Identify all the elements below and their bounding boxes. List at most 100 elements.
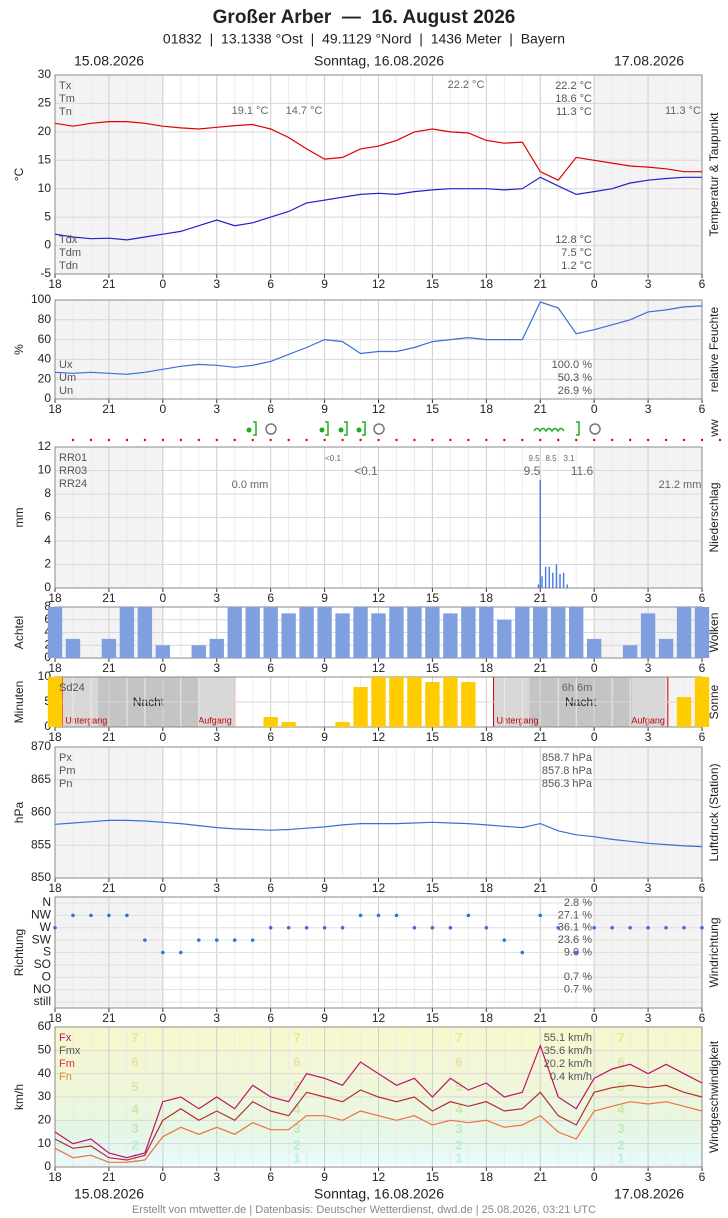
ww-dot	[143, 438, 147, 442]
x-tick-label: 18	[48, 881, 62, 895]
x-tick-label: 6	[267, 730, 274, 744]
page-title: Großer Arber — 16. August 2026	[213, 7, 516, 28]
bar	[461, 682, 476, 727]
series-line	[54, 1101, 703, 1163]
side-label: Luftdruck (Station)	[707, 763, 721, 861]
date-left: 15.08.2026	[74, 1186, 144, 1202]
x-tick-label: 21	[102, 881, 116, 895]
x-tick-label: 3	[645, 591, 652, 605]
ww-dot	[503, 438, 506, 442]
point	[358, 913, 363, 918]
x-tick-label: 0	[591, 402, 598, 416]
bar	[101, 638, 117, 658]
ww-dot	[359, 438, 362, 442]
x-tick-label: 0	[159, 277, 166, 291]
legend-value: 50.3 %	[558, 372, 592, 384]
x-tick-label: 0	[159, 1011, 166, 1025]
beaufort-label: 1	[293, 1150, 300, 1165]
x-tick-label: 21	[534, 1170, 548, 1184]
beaufort-label: 4	[293, 1101, 301, 1116]
bar	[317, 607, 332, 658]
bar	[389, 677, 404, 727]
bar	[640, 613, 656, 658]
share-label: 23.6 %	[558, 934, 592, 946]
point	[520, 950, 525, 955]
annotation: 9.5	[524, 464, 541, 478]
y-tick-label: 40	[38, 1066, 52, 1080]
y-axis-label: %	[12, 344, 26, 355]
x-tick-label: 18	[480, 591, 494, 605]
bar	[65, 638, 81, 658]
x-tick-label: 15	[426, 881, 440, 895]
ww-dot	[682, 438, 686, 442]
bar	[694, 677, 710, 727]
bar	[371, 677, 386, 727]
series-line	[54, 301, 703, 375]
point	[700, 925, 704, 930]
x-tick-label: 0	[159, 402, 166, 416]
ww-dot	[89, 438, 93, 442]
ww-dot	[646, 438, 650, 442]
annotation: <0.1	[354, 464, 378, 478]
x-tick-label: 3	[213, 661, 220, 675]
x-tick-label: 21	[102, 402, 116, 416]
bar	[353, 607, 368, 658]
annotation: 22.2 °C	[448, 79, 485, 91]
beaufort-label: 2	[617, 1137, 624, 1152]
y-axis-label: hPa	[12, 802, 26, 824]
x-tick-label: 0	[591, 277, 598, 291]
y-tick-label: 4	[44, 533, 51, 547]
legend-name: RR03	[59, 465, 87, 477]
ww-dot	[179, 438, 183, 442]
x-tick-label: 12	[372, 402, 386, 416]
ww-dot	[431, 438, 434, 442]
x-tick-label: 3	[213, 1170, 220, 1184]
x-tick-label: 21	[102, 730, 116, 744]
legend-name: RR24	[59, 478, 87, 490]
x-tick-label: 0	[591, 591, 598, 605]
bar	[479, 607, 494, 658]
ww-dot	[251, 438, 254, 442]
y-tick-label: 60	[38, 1019, 52, 1033]
x-tick-label: 15	[426, 277, 440, 291]
bar	[622, 645, 638, 658]
x-tick-label: 18	[48, 1011, 62, 1025]
bar	[562, 572, 565, 588]
y-tick-label: 80	[38, 312, 52, 326]
sunrise-label: Aufgang	[198, 715, 232, 725]
annotation: 19.1 °C	[232, 105, 269, 117]
beaufort-label: 4	[617, 1101, 625, 1116]
y-tick-label: 8	[44, 599, 51, 613]
bar	[335, 613, 350, 658]
bar	[694, 607, 710, 658]
x-tick-label: 21	[534, 661, 548, 675]
bar	[263, 607, 278, 658]
x-tick-label: 21	[534, 730, 548, 744]
bar	[335, 722, 350, 727]
point	[196, 938, 201, 942]
beaufort-label: 6	[131, 1055, 138, 1070]
point	[304, 925, 309, 930]
y-axis-label: mm	[12, 508, 26, 528]
bar	[263, 717, 278, 727]
y-tick-label: 12	[38, 439, 52, 453]
annotation: 21.2 mm	[659, 479, 702, 491]
x-tick-label: 3	[645, 402, 652, 416]
beaufort-label: 2	[293, 1137, 300, 1152]
legend-name: Pm	[59, 765, 76, 777]
bar	[425, 607, 440, 658]
ww-dot	[592, 438, 596, 442]
y-axis-label: °C	[12, 167, 26, 181]
y-tick-label: 20	[38, 124, 52, 138]
annotation: 11.3 °C	[665, 105, 701, 117]
legend-value: 26.9 %	[558, 385, 592, 397]
beaufort-label: 5	[455, 1079, 462, 1094]
bar	[245, 607, 260, 658]
panel: 1 1 1 12 2 2 23 3 3 34 4 4 45 5 5 56 6 6 67 7 7 718 21 0 3 6 9 12 15…	[12, 1019, 721, 1184]
annotation: 14.7 °C	[286, 105, 323, 117]
beaufort-label: 4	[131, 1101, 139, 1116]
sunset-label: Untergang	[65, 715, 107, 725]
y-tick-label: NW	[31, 908, 52, 922]
